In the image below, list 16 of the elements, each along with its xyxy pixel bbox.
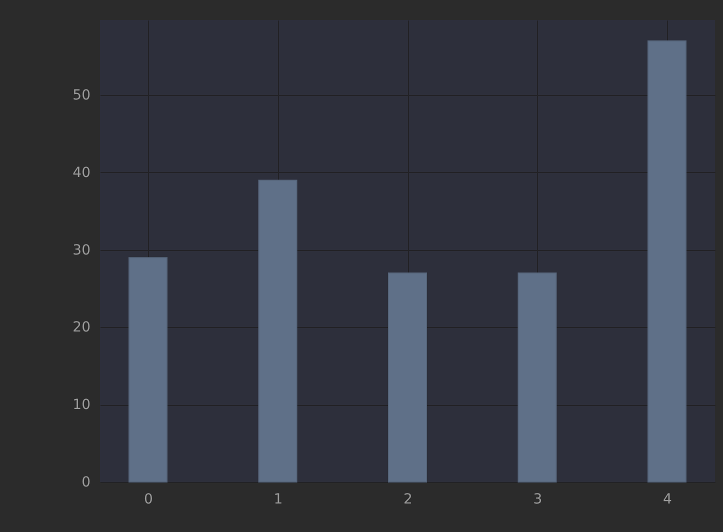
bar	[388, 272, 427, 482]
x-tick-label: 1	[274, 492, 283, 508]
x-tick-label: 3	[533, 492, 542, 508]
bar	[128, 257, 168, 482]
y-tick-label: 50	[72, 88, 90, 104]
bar	[518, 272, 557, 482]
x-tick-label: 0	[144, 492, 153, 508]
y-tick-label: 40	[72, 164, 90, 181]
y-tick-label: 10	[72, 397, 90, 414]
bar	[258, 180, 298, 482]
y-tick-label: 30	[72, 242, 90, 258]
bar	[647, 40, 686, 482]
y-tick-label: 0	[82, 474, 90, 490]
x-tick-label: 4	[663, 492, 672, 508]
x-tick-label: 2	[404, 492, 412, 508]
y-tick-label: 20	[72, 320, 90, 336]
